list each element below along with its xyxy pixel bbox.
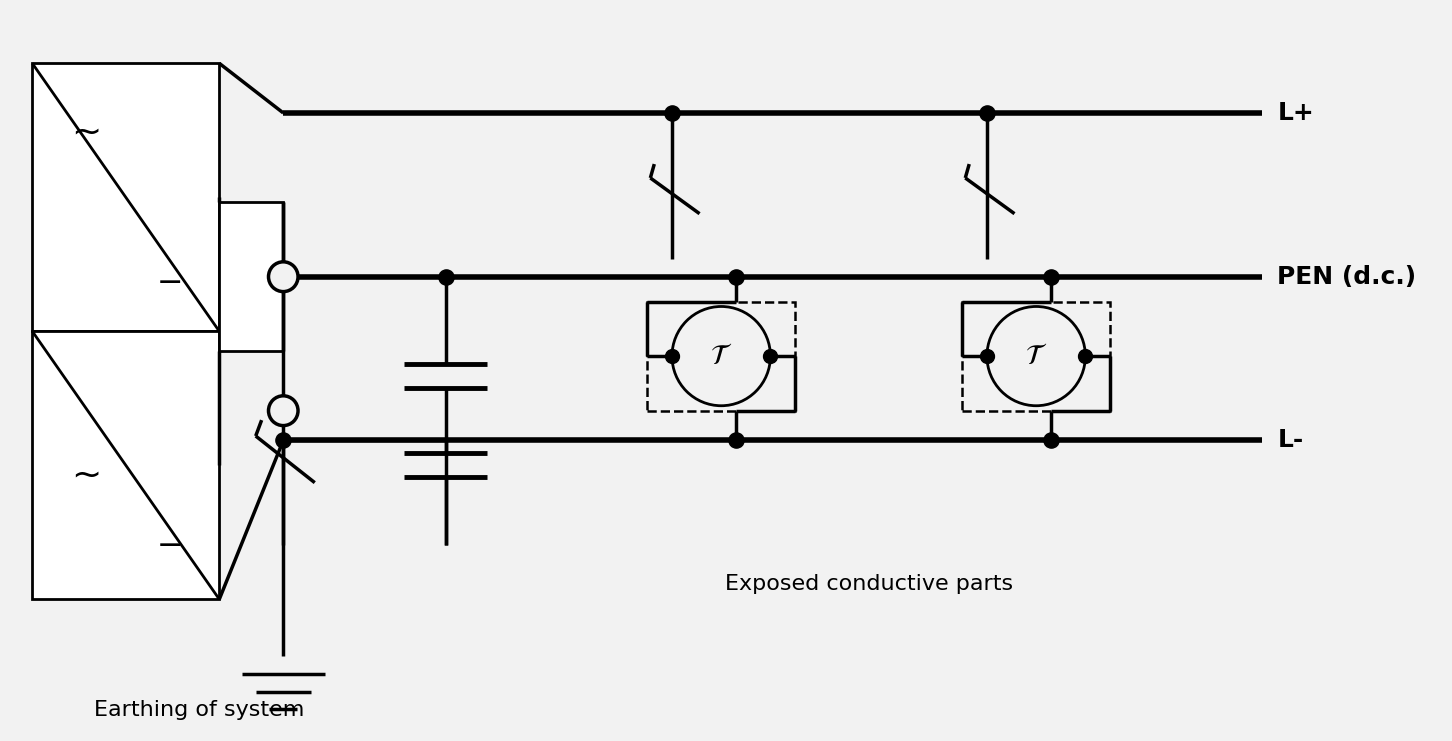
Bar [963, 302, 1109, 411]
Point [1040, 270, 1063, 282]
Text: —: — [158, 272, 182, 292]
Bar [219, 202, 283, 351]
Text: ~: ~ [71, 116, 102, 150]
Point [725, 270, 748, 282]
Text: L-: L- [1278, 428, 1304, 453]
Bar [32, 63, 219, 331]
Point [976, 350, 999, 362]
Text: Earthing of system: Earthing of system [94, 700, 305, 720]
Point [434, 270, 457, 282]
Circle shape [269, 262, 298, 292]
Text: Exposed conductive parts: Exposed conductive parts [725, 574, 1013, 594]
Point [661, 350, 684, 362]
Text: $\mathcal{T}$: $\mathcal{T}$ [1025, 342, 1047, 370]
Point [272, 434, 295, 446]
Point [759, 350, 783, 362]
Point [661, 107, 684, 119]
Text: $\mathcal{T}$: $\mathcal{T}$ [710, 342, 732, 370]
Point [1040, 434, 1063, 446]
Text: ~: ~ [71, 458, 102, 492]
Bar [32, 331, 219, 599]
Text: PEN (d.c.): PEN (d.c.) [1278, 265, 1416, 289]
Point [1073, 350, 1096, 362]
Text: —: — [158, 535, 182, 555]
Point [725, 434, 748, 446]
Circle shape [269, 396, 298, 425]
Point [976, 107, 999, 119]
Bar [648, 302, 796, 411]
Text: L+: L+ [1278, 101, 1314, 125]
